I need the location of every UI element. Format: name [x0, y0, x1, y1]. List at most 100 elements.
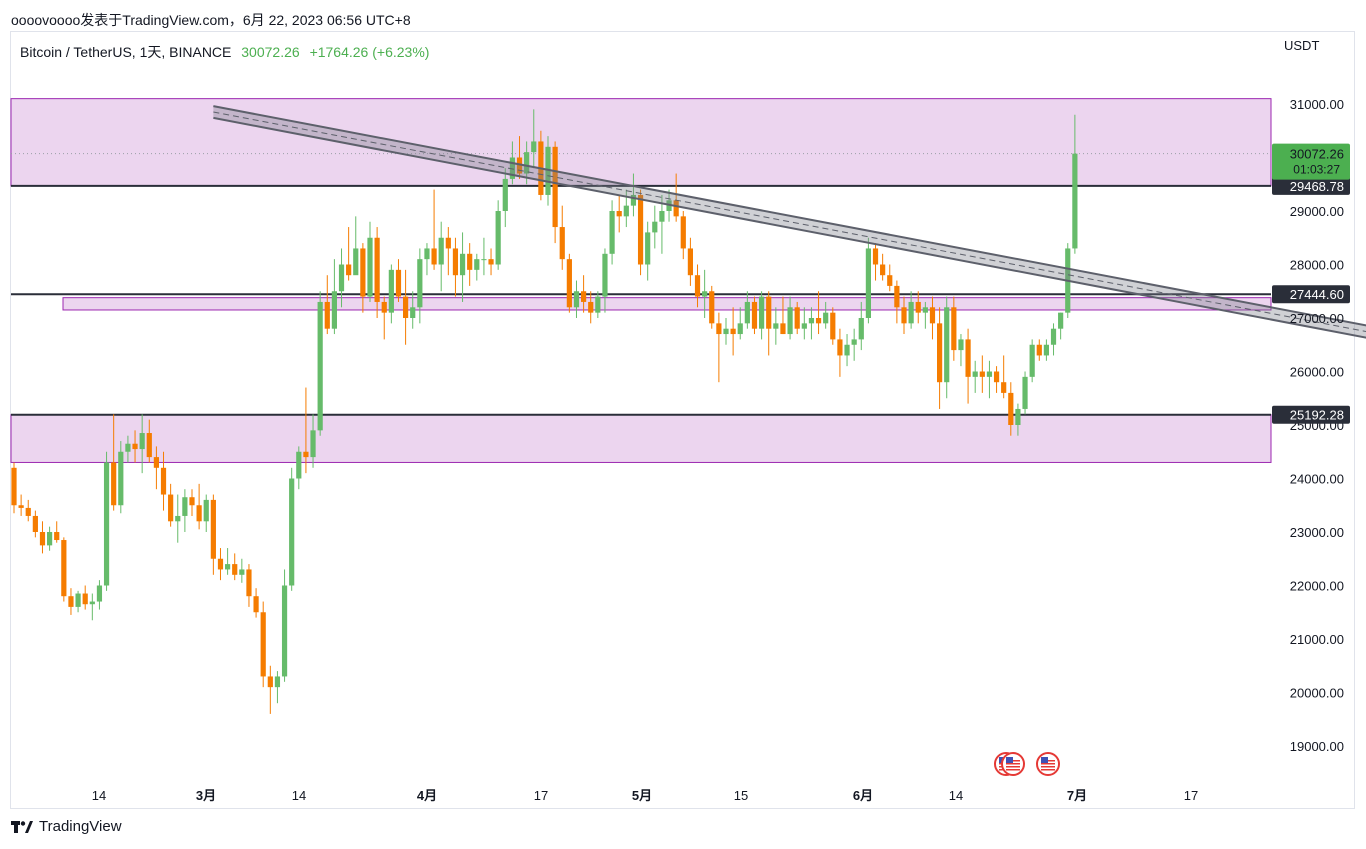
candle-body — [516, 157, 523, 174]
price-tick-label: 31000.00 — [1290, 97, 1344, 112]
level-2-badge-bg — [1272, 285, 1350, 304]
candle-body — [794, 307, 800, 329]
channel-mid-line — [213, 111, 1366, 332]
candle-body — [531, 141, 537, 153]
candle-body — [1008, 392, 1014, 425]
support-resistance-zones — [10, 98, 1272, 463]
candle-body — [346, 264, 352, 276]
currency-label: USDT — [1284, 38, 1320, 53]
candle-body — [773, 323, 779, 329]
candle-body — [331, 291, 337, 329]
candle-body — [68, 596, 74, 607]
candle-body — [374, 237, 380, 302]
candle-body — [1036, 344, 1042, 356]
candle-body — [125, 443, 131, 452]
us-flag-event-icon — [1036, 752, 1060, 776]
candle-body — [929, 307, 936, 324]
candle-body — [403, 296, 409, 318]
candle-body — [673, 200, 679, 217]
candle-body — [1015, 408, 1021, 425]
candle-body — [737, 323, 743, 335]
candle-body — [965, 339, 971, 377]
candle-body — [246, 569, 252, 597]
candle-body — [431, 248, 437, 265]
candle-body — [488, 259, 494, 265]
candle-body — [153, 457, 159, 468]
candle-body — [232, 564, 238, 575]
flag-stripe — [1041, 769, 1055, 771]
time-tick-label: 14 — [92, 788, 106, 803]
candle-body — [47, 532, 53, 546]
candle-body — [274, 676, 281, 688]
symbol-legend: Bitcoin / TetherUS, 1天, BINANCE 30072.26… — [20, 42, 429, 62]
candle-body — [780, 323, 786, 335]
time-tick-label: 15 — [734, 788, 748, 803]
time-tick-label: 7月 — [1067, 788, 1087, 803]
footer-brand[interactable]: TradingView — [11, 818, 122, 835]
price-tick-label: 28000.00 — [1290, 258, 1344, 273]
last-price-badge-bg — [1272, 143, 1350, 180]
us-flag-event-icon — [1001, 752, 1025, 776]
flag-stripe — [1006, 769, 1020, 771]
candle-body — [581, 291, 587, 302]
candle-body — [623, 205, 629, 217]
zone-rect — [10, 98, 1272, 187]
candle-body — [360, 248, 366, 297]
candle-body — [1050, 328, 1057, 345]
candle-body — [595, 296, 601, 313]
candle-body — [253, 596, 259, 613]
candle-body — [751, 301, 758, 329]
candle-body — [716, 323, 722, 335]
candle-body — [96, 585, 103, 602]
candle-body — [210, 499, 216, 559]
price-tick-label: 24000.00 — [1290, 472, 1344, 487]
candle-body — [203, 499, 209, 522]
candle-body — [744, 301, 750, 324]
candle-body — [481, 259, 487, 261]
channel-lower-line — [213, 116, 1366, 339]
candle-body — [239, 569, 245, 575]
candle-body — [296, 451, 302, 479]
candles — [11, 109, 1078, 714]
candle-body — [986, 371, 993, 377]
price-tick-label: 29000.00 — [1290, 204, 1344, 219]
candle-body — [452, 248, 459, 276]
candle-body — [566, 259, 572, 308]
time-tick-label: 5月 — [632, 788, 652, 803]
brand-name: TradingView — [39, 818, 122, 835]
candle-body — [495, 211, 501, 265]
candle-body — [837, 339, 843, 356]
candle-body — [189, 497, 195, 506]
candle-body — [958, 339, 964, 351]
time-tick-label: 3月 — [196, 788, 216, 803]
candle-body — [1001, 382, 1007, 393]
candle-body — [509, 157, 515, 179]
candle-body — [175, 515, 181, 522]
candle-body — [922, 307, 928, 313]
time-tick-label: 14 — [949, 788, 963, 803]
price-tick-label: 21000.00 — [1290, 632, 1344, 647]
candle-body — [872, 248, 879, 265]
candle-body — [225, 564, 231, 570]
candle-body — [694, 275, 701, 297]
candle-body — [823, 312, 829, 324]
candle-body — [160, 467, 167, 495]
candle-body — [659, 211, 665, 222]
candle-body — [588, 301, 594, 313]
candle-body — [424, 248, 430, 260]
candle-body — [111, 462, 117, 506]
level-1-badge-bg — [1272, 176, 1350, 195]
candle-body — [545, 146, 551, 195]
candle-body — [993, 371, 1000, 383]
candle-body — [830, 312, 836, 340]
candle-body — [944, 307, 950, 383]
time-axis: 14 3月 14 4月 17 5月 15 6月 14 7月 17 — [92, 788, 1198, 803]
candle-body — [467, 253, 473, 270]
channel-upper-line — [213, 105, 1366, 327]
time-tick-label: 17 — [1184, 788, 1198, 803]
candle-body — [887, 275, 893, 286]
candle-body — [630, 194, 637, 206]
candle-body — [602, 253, 608, 297]
candle-body — [801, 323, 807, 329]
